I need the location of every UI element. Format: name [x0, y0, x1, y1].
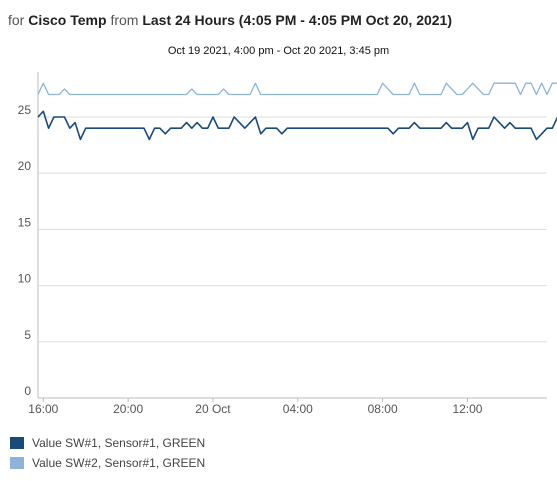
legend-swatch-series-1	[10, 437, 24, 449]
y-tick-label: 10	[18, 272, 32, 286]
legend-label-series-2: Value SW#2, Sensor#1, GREEN	[32, 456, 206, 470]
header-from: from	[110, 12, 139, 28]
series-line-1	[37, 110, 557, 141]
legend-swatch-series-2	[10, 457, 24, 469]
y-tick-label: 15	[18, 215, 32, 229]
legend-item-series-1[interactable]: Value SW#1, Sensor#1, GREEN	[10, 433, 205, 453]
y-tick-label: 5	[24, 328, 31, 342]
series-line-2	[37, 82, 557, 96]
line-chart: 0 5 10 15 20 25 16:00 20:00 20 Oct 04:00 08:00 12:0…	[18, 72, 557, 416]
x-tick-label: 20:00	[113, 402, 143, 416]
chart-legend: Value SW#1, Sensor#1, GREEN Value SW#2, …	[10, 433, 205, 473]
y-tick-label: 20	[18, 159, 32, 173]
y-tick-label: 0	[24, 384, 31, 398]
x-tick-label: 20 Oct	[195, 402, 231, 416]
x-tick-label: 12:00	[452, 402, 482, 416]
header-prefix: for	[8, 12, 25, 28]
chart-header: for Cisco Temp from Last 24 Hours (4:05 …	[8, 12, 452, 28]
sensor-name: Cisco Temp	[28, 12, 107, 28]
x-tick-label: 16:00	[28, 402, 58, 416]
legend-label-series-1: Value SW#1, Sensor#1, GREEN	[32, 436, 206, 450]
chart-subtitle: Oct 19 2021, 4:00 pm - Oct 20 2021, 3:45…	[167, 45, 390, 57]
legend-item-series-2[interactable]: Value SW#2, Sensor#1, GREEN	[10, 453, 205, 473]
time-range: Last 24 Hours (4:05 PM - 4:05 PM Oct 20,…	[142, 12, 453, 28]
x-tick-label: 08:00	[368, 402, 398, 416]
x-tick-label: 04:00	[283, 402, 313, 416]
y-tick-label: 25	[18, 103, 32, 117]
